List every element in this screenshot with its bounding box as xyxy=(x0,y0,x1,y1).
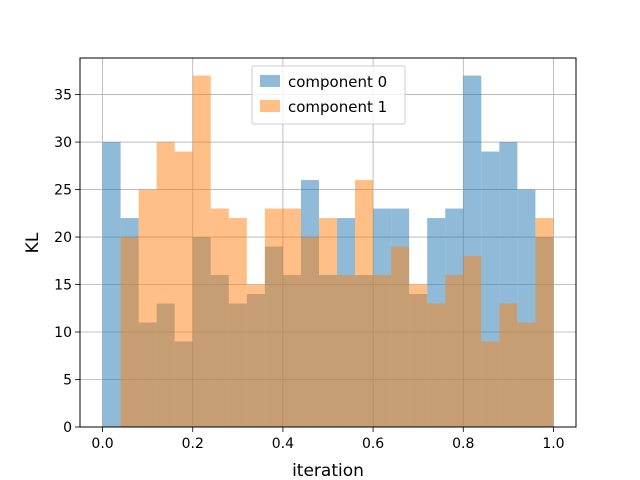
y-tick-label: 30 xyxy=(54,135,72,151)
histogram-bar xyxy=(300,237,319,427)
histogram-bar xyxy=(409,284,428,427)
histogram-bar xyxy=(481,341,500,427)
legend: component 0 component 1 xyxy=(251,65,406,125)
x-tick-label: 0.8 xyxy=(452,436,474,452)
y-tick-label: 10 xyxy=(54,325,72,341)
y-tick-label: 35 xyxy=(54,88,72,104)
x-tick-label: 0.4 xyxy=(272,436,294,452)
histogram-bar xyxy=(535,218,554,427)
histogram-bar xyxy=(282,208,301,427)
y-axis-label: KL xyxy=(23,232,43,253)
histogram-bar xyxy=(138,189,157,427)
x-tick-label: 0.2 xyxy=(182,436,204,452)
plot-frame xyxy=(79,57,577,428)
y-tick-label: 15 xyxy=(54,278,72,294)
x-tick-label: 0.0 xyxy=(91,436,113,452)
histogram-bar xyxy=(445,275,464,427)
histogram-bar xyxy=(192,75,211,428)
y-tick-label: 0 xyxy=(63,420,72,436)
series-1-bars xyxy=(120,75,554,428)
histogram-bar xyxy=(517,322,536,427)
histogram-bar xyxy=(228,218,247,427)
legend-swatch xyxy=(260,100,280,112)
ticks: 0.0 0.2 0.4 0.6 0.8 1.0 0 5 10 15 20 25 30 35 xyxy=(54,88,564,452)
histogram-bar xyxy=(264,208,283,427)
histogram-bar xyxy=(210,208,229,427)
legend-box xyxy=(251,65,406,125)
bars xyxy=(102,75,554,428)
histogram-bar xyxy=(499,303,518,427)
histogram-bar xyxy=(337,275,356,427)
legend-label: component 1 xyxy=(288,98,387,116)
y-tick-label: 25 xyxy=(54,183,72,199)
histogram-bar xyxy=(174,151,193,428)
histogram-bar xyxy=(102,142,121,427)
histogram-bar xyxy=(427,303,446,427)
legend-swatch xyxy=(260,75,280,87)
x-axis-label: iteration xyxy=(292,461,364,480)
histogram-bar xyxy=(355,180,374,427)
histogram-bar xyxy=(391,246,410,427)
y-tick-label: 5 xyxy=(63,373,72,389)
x-tick-label: 1.0 xyxy=(542,436,564,452)
histogram-bar xyxy=(373,275,392,427)
legend-label: component 0 xyxy=(288,73,387,91)
histogram-bar xyxy=(246,284,265,427)
histogram-bar xyxy=(318,218,338,427)
histogram-bar xyxy=(156,142,175,427)
histogram-bar xyxy=(120,237,139,427)
y-tick-label: 20 xyxy=(54,230,72,246)
x-tick-label: 0.6 xyxy=(362,436,384,452)
histogram-bar xyxy=(463,256,482,427)
